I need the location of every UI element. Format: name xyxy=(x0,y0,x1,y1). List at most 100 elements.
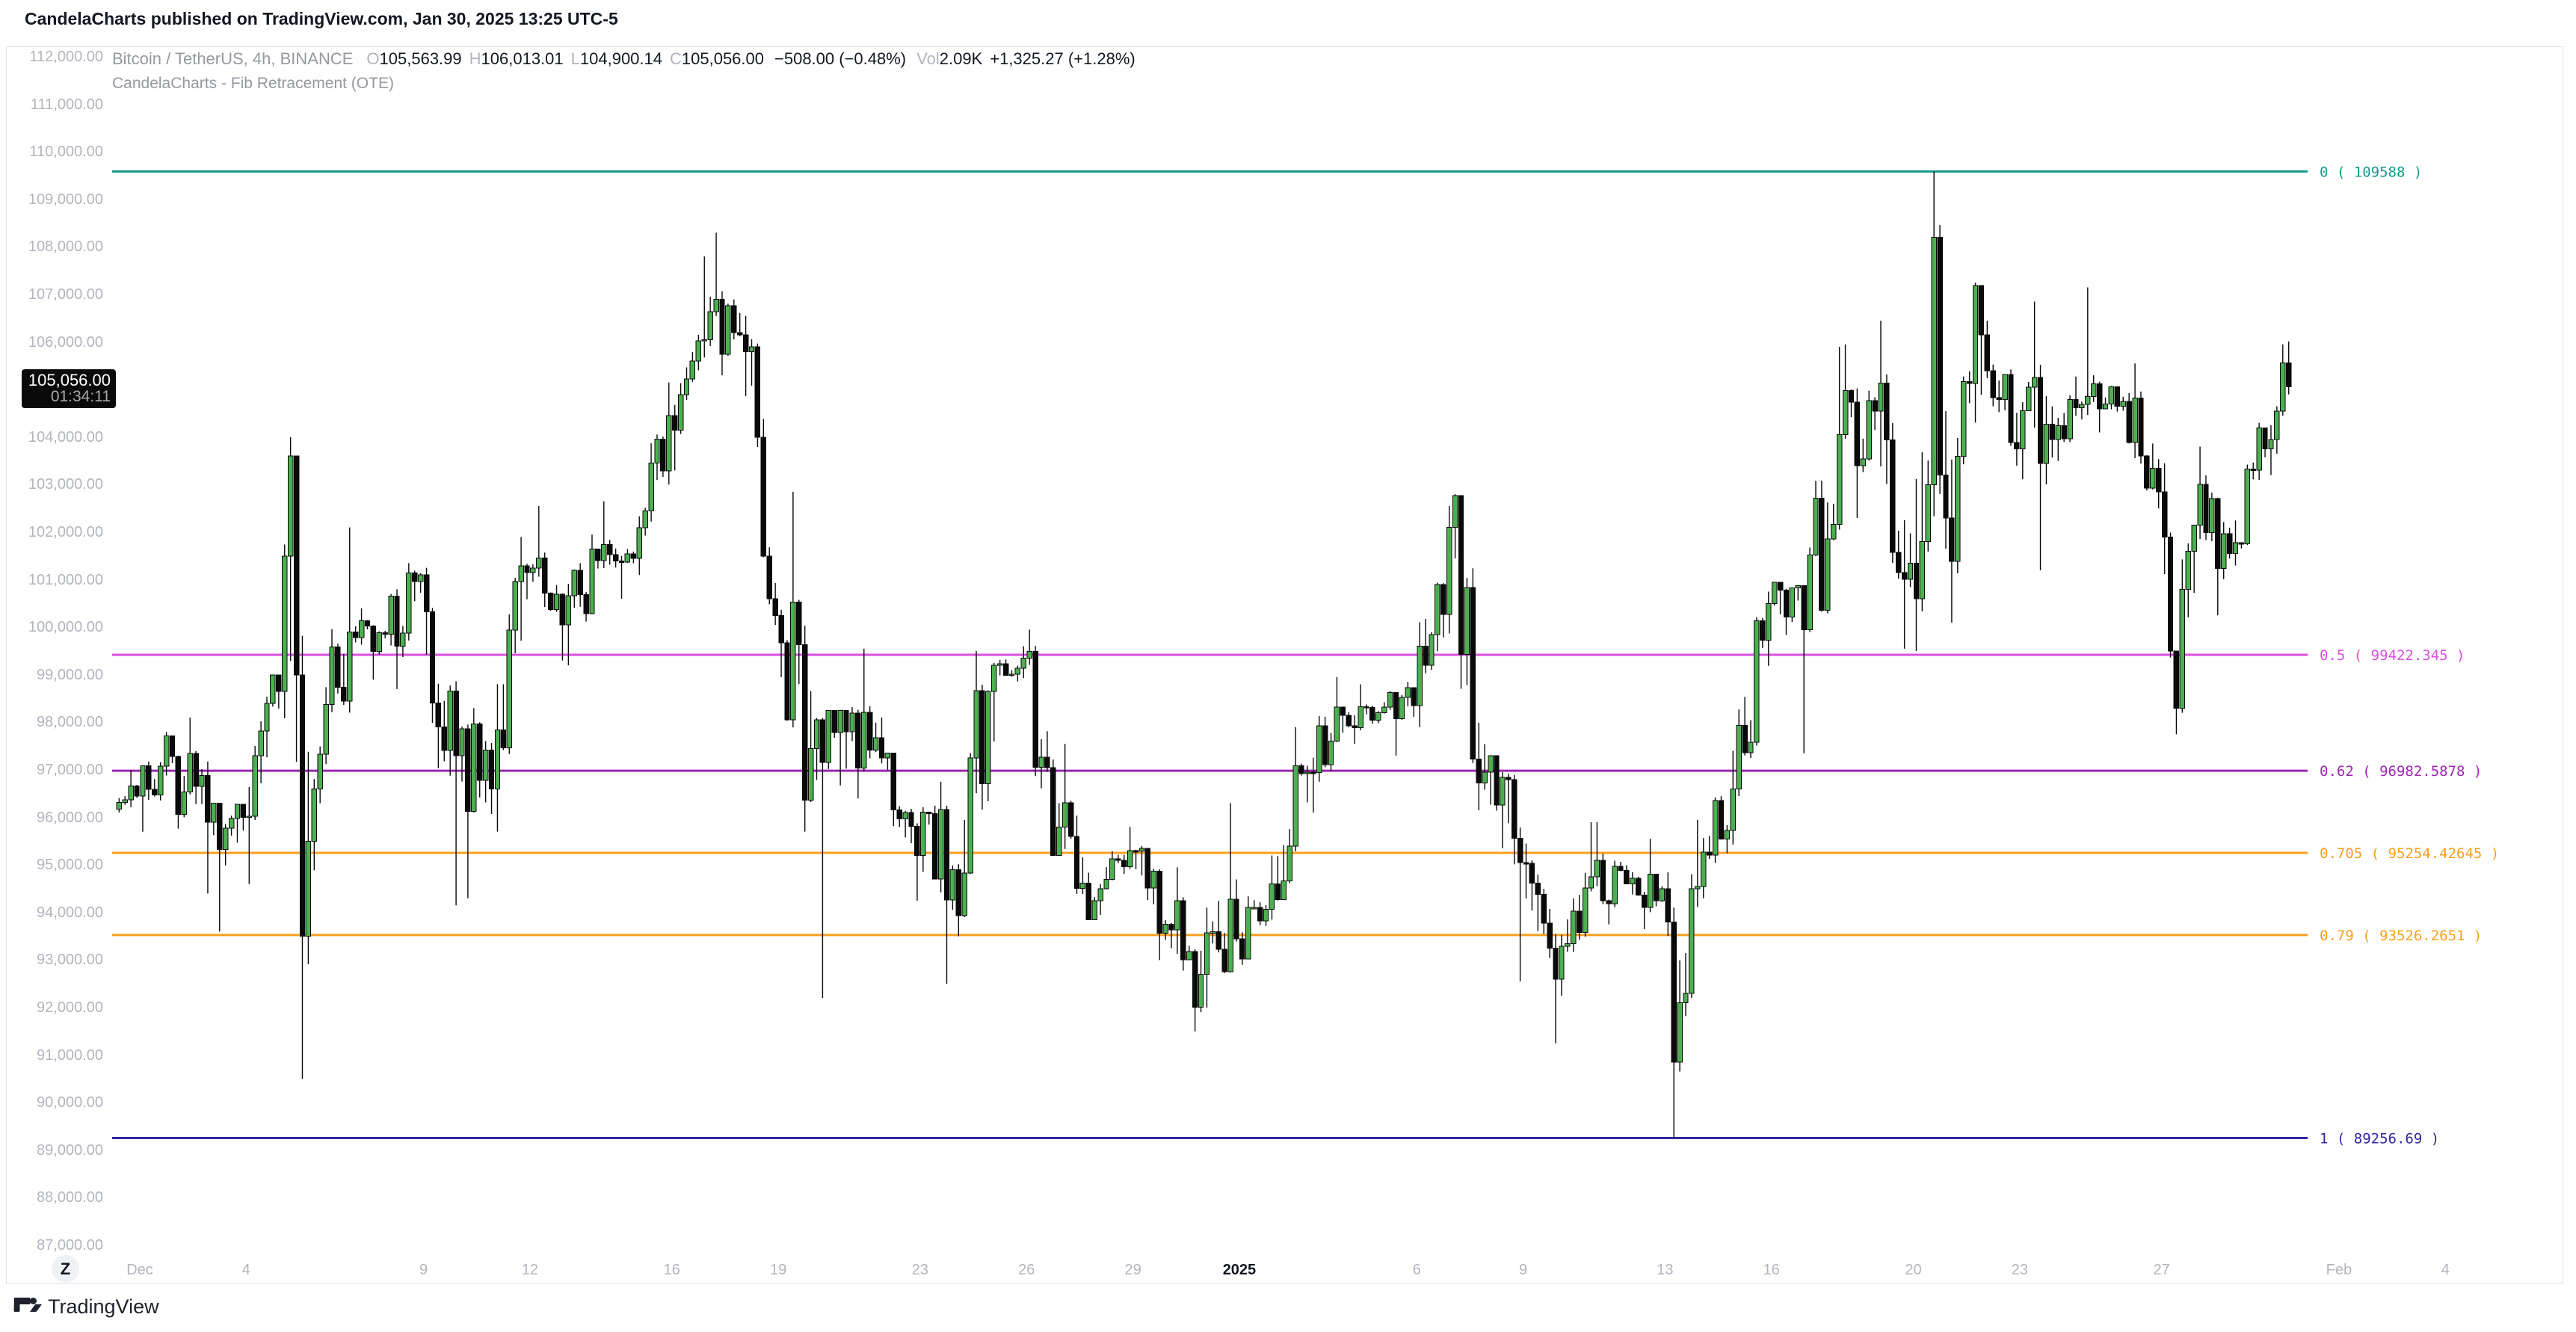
candle-down xyxy=(1156,870,1162,934)
candle-up xyxy=(1358,706,1364,729)
candle-down xyxy=(2226,533,2233,555)
candle-up xyxy=(589,548,595,614)
candle-down xyxy=(1346,715,1352,727)
candle-up xyxy=(518,565,524,582)
tradingview-logo-icon[interactable] xyxy=(13,1295,43,1319)
candle-down xyxy=(766,555,772,599)
candle-up xyxy=(2132,397,2138,443)
candle-up xyxy=(813,719,820,749)
candle-down xyxy=(1506,777,1512,780)
candle-down xyxy=(1777,582,1784,591)
candle-up xyxy=(2220,533,2227,569)
candle-up xyxy=(1109,858,1115,881)
ohlc-value: 105,056.00 xyxy=(681,49,764,68)
candle-up xyxy=(282,555,288,692)
time-scale-label: 4 xyxy=(241,1262,250,1278)
indicator-legend-row[interactable]: CandelaCharts - Fib Retracement (OTE) xyxy=(112,75,394,92)
price-scale-label: 110,000.00 xyxy=(29,144,103,161)
candle-up xyxy=(677,394,684,431)
candle-up xyxy=(1204,932,1210,975)
candle-up xyxy=(1399,697,1405,720)
candle-up xyxy=(1571,910,1577,945)
candle-down xyxy=(1322,725,1328,765)
candle-up xyxy=(252,755,258,817)
candle-down xyxy=(500,730,507,749)
candle-down xyxy=(772,598,778,616)
candle-down xyxy=(1002,663,1009,676)
candle-up xyxy=(654,439,660,463)
candle-down xyxy=(2096,383,2103,410)
candle-down xyxy=(169,736,176,757)
candle-down xyxy=(1085,882,1091,920)
candle-up xyxy=(1630,878,1636,885)
candle-down xyxy=(1168,924,1174,931)
candle-up xyxy=(884,753,891,759)
candle-down xyxy=(1215,931,1221,950)
tradingview-brand-text[interactable]: TradingView xyxy=(48,1295,159,1318)
symbol-legend-row[interactable]: Bitcoin / TetherUS, 4h, BINANCE O105,563.… xyxy=(112,49,1136,69)
candle-up xyxy=(1701,851,1707,887)
change-value: −508.00 (−0.48%) xyxy=(774,49,907,68)
candle-up xyxy=(2091,383,2097,398)
candle-down xyxy=(488,750,495,789)
candle-down xyxy=(1706,851,1713,856)
candle-up xyxy=(1328,741,1334,765)
candle-up xyxy=(311,788,317,842)
candle-up xyxy=(872,737,879,750)
candle-down xyxy=(831,710,837,733)
candle-down xyxy=(441,726,447,751)
candle-down xyxy=(477,723,483,781)
candle-down xyxy=(1854,401,1861,466)
candle-down xyxy=(240,804,247,818)
candle-up xyxy=(985,691,991,784)
candle-up xyxy=(1919,541,1926,599)
time-scale[interactable]: Z Dec 4 9 12 16 19 23 26 29 2025 6 9 13 16 20 23 27 Feb 4 xyxy=(7,1252,2563,1284)
candle-down xyxy=(2262,428,2268,450)
candle-down xyxy=(542,558,548,594)
ohlc-value: 106,013.01 xyxy=(481,49,564,68)
candle-down xyxy=(2285,362,2292,388)
fib-label-0.62: 0.62 ( 96982.5878 ) xyxy=(2320,763,2482,780)
published-header: CandelaCharts published on TradingView.c… xyxy=(25,9,618,28)
candle-down xyxy=(1547,922,1553,949)
candle-down xyxy=(1600,860,1606,901)
price-scale-label: 97,000.00 xyxy=(37,762,103,778)
candle-up xyxy=(1452,495,1458,528)
candle-up xyxy=(1695,886,1701,889)
price-scale[interactable]: 112,000.00 111,000.00 110,000.00 109,000.00… xyxy=(7,47,116,1254)
candle-up xyxy=(1795,585,1801,589)
candle-down xyxy=(1943,475,1949,519)
candle-up xyxy=(1565,943,1571,947)
ohlc-letter: C xyxy=(670,49,682,68)
time-scale-label: 19 xyxy=(769,1262,787,1278)
candle-down xyxy=(2126,401,2132,443)
volume-value: 2.09K xyxy=(939,49,983,68)
symbol-title[interactable]: Bitcoin / TetherUS, 4h, BINANCE xyxy=(112,49,354,68)
candle-up xyxy=(1771,582,1778,604)
candle-up xyxy=(1026,650,1032,659)
candle-down xyxy=(660,439,666,472)
candle-down xyxy=(370,626,377,653)
candle-down xyxy=(1966,381,1973,384)
candle-down xyxy=(1121,860,1127,867)
candle-down xyxy=(890,753,897,811)
candle-up xyxy=(1251,907,1257,910)
candle-up xyxy=(1925,484,1931,543)
candle-down xyxy=(1517,837,1523,863)
candle-up xyxy=(1825,538,1831,611)
timezone-badge[interactable]: Z xyxy=(52,1255,79,1283)
candle-up xyxy=(683,378,690,395)
candle-down xyxy=(1783,590,1790,618)
candle-down xyxy=(394,595,400,647)
candle-up xyxy=(553,593,560,611)
candle-down xyxy=(583,594,589,614)
time-scale-label: 23 xyxy=(911,1262,929,1278)
candle-up xyxy=(2002,374,2008,401)
ohlc-values: O105,563.99 H106,013.01 L104,900.14 C105,05… xyxy=(366,49,771,68)
volume-label: Vol xyxy=(916,49,940,68)
candle-up xyxy=(1186,951,1192,961)
candle-up xyxy=(506,629,512,749)
candle-down xyxy=(1848,390,1855,403)
candle-down xyxy=(2138,397,2144,457)
